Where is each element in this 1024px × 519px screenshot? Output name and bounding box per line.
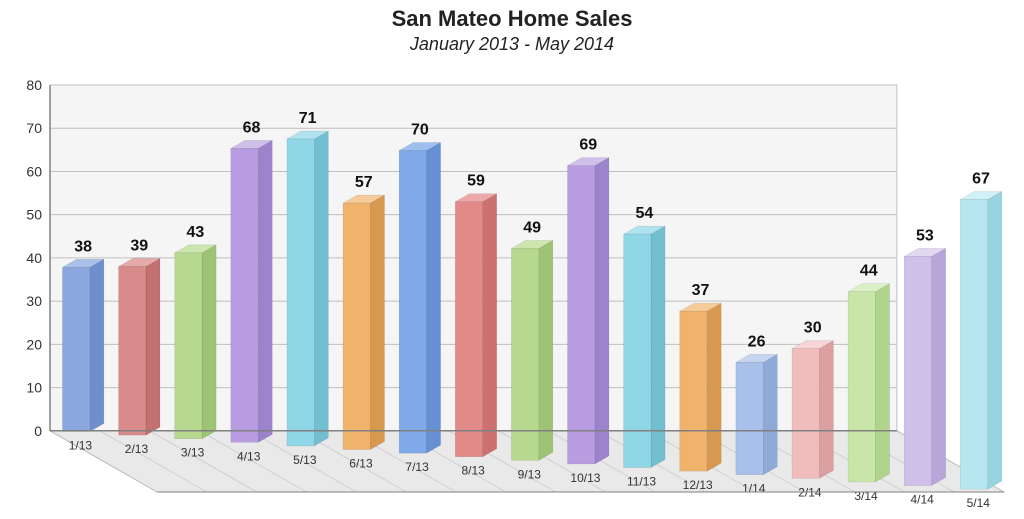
bar: 43 3/13	[175, 224, 216, 460]
bar-value-label: 54	[635, 205, 653, 222]
bar: 69 10/13	[568, 137, 609, 485]
bar: 39 2/13	[119, 238, 160, 457]
y-tick-label: 40	[26, 250, 42, 266]
category-label: 1/13	[69, 439, 93, 453]
bar: 38 1/13	[62, 238, 103, 452]
category-label: 5/14	[967, 496, 991, 510]
y-tick-label: 70	[26, 120, 42, 136]
bar-value-label: 43	[187, 224, 205, 241]
y-tick-label: 0	[34, 423, 42, 439]
bar-value-label: 57	[355, 174, 373, 191]
bar: 54 11/13	[624, 205, 665, 488]
bar: 49 9/13	[511, 220, 552, 482]
bar-value-label: 69	[579, 137, 597, 154]
bar: 37 12/13	[680, 282, 721, 492]
bar: 44 3/14	[848, 263, 889, 503]
chart-subtitle: January 2013 - May 2014	[0, 34, 1024, 55]
y-tick-label: 60	[26, 163, 42, 179]
category-label: 3/14	[854, 489, 878, 503]
bar-value-label: 26	[748, 333, 766, 350]
bar-value-label: 39	[130, 238, 148, 255]
bar: 57 6/13	[343, 174, 384, 470]
bar-value-label: 44	[860, 263, 878, 280]
bar: 68 4/13	[231, 119, 272, 463]
bar-chart-3d: 0 10 20 30 40 50 60 70 80 38 1/13 39 2/13 43 3/13 68 4/1…	[0, 55, 1024, 512]
bar-value-label: 49	[523, 220, 541, 237]
bar: 59 8/13	[455, 173, 496, 478]
category-label: 9/13	[518, 467, 542, 481]
y-tick-label: 10	[26, 380, 42, 396]
bar: 67 5/14	[960, 171, 1001, 511]
y-tick-label: 30	[26, 293, 42, 309]
bar: 302/14	[792, 320, 833, 500]
bar: 70 7/13	[399, 122, 440, 475]
category-label: 2/13	[125, 442, 149, 456]
category-label: 11/13	[627, 475, 656, 489]
bar-value-label: 53	[916, 227, 934, 244]
chart-titles: San Mateo Home Sales January 2013 - May …	[0, 0, 1024, 55]
bar: 71 5/13	[287, 110, 328, 467]
chart-container: 0 10 20 30 40 50 60 70 80 38 1/13 39 2/13 43 3/13 68 4/1…	[0, 55, 1024, 512]
chart-title: San Mateo Home Sales	[0, 6, 1024, 32]
bar-value-label: 70	[411, 122, 429, 139]
bar-value-label: 68	[243, 119, 261, 136]
category-label: 6/13	[349, 457, 373, 471]
y-tick-label: 80	[26, 77, 42, 93]
bar-value-label: 67	[972, 171, 990, 188]
bar-value-label: 59	[467, 173, 485, 190]
category-label: 12/13	[683, 478, 713, 492]
bar-value-label: 30	[804, 320, 822, 337]
bar-value-label: 37	[692, 282, 710, 299]
bar-value-label: 38	[74, 238, 92, 255]
category-label: 4/13	[237, 449, 261, 463]
category-label: 5/13	[293, 453, 317, 467]
y-tick-label: 50	[26, 207, 42, 223]
category-label: 1/14	[742, 482, 766, 496]
category-label: 3/13	[181, 446, 205, 460]
category-label: 7/13	[405, 460, 429, 474]
category-label: 4/14	[910, 493, 934, 507]
y-tick-label: 20	[26, 336, 42, 352]
bar-value-label: 71	[299, 110, 317, 127]
category-label: 8/13	[462, 464, 486, 478]
category-label: 10/13	[570, 471, 600, 485]
bar: 53 4/14	[904, 227, 945, 506]
